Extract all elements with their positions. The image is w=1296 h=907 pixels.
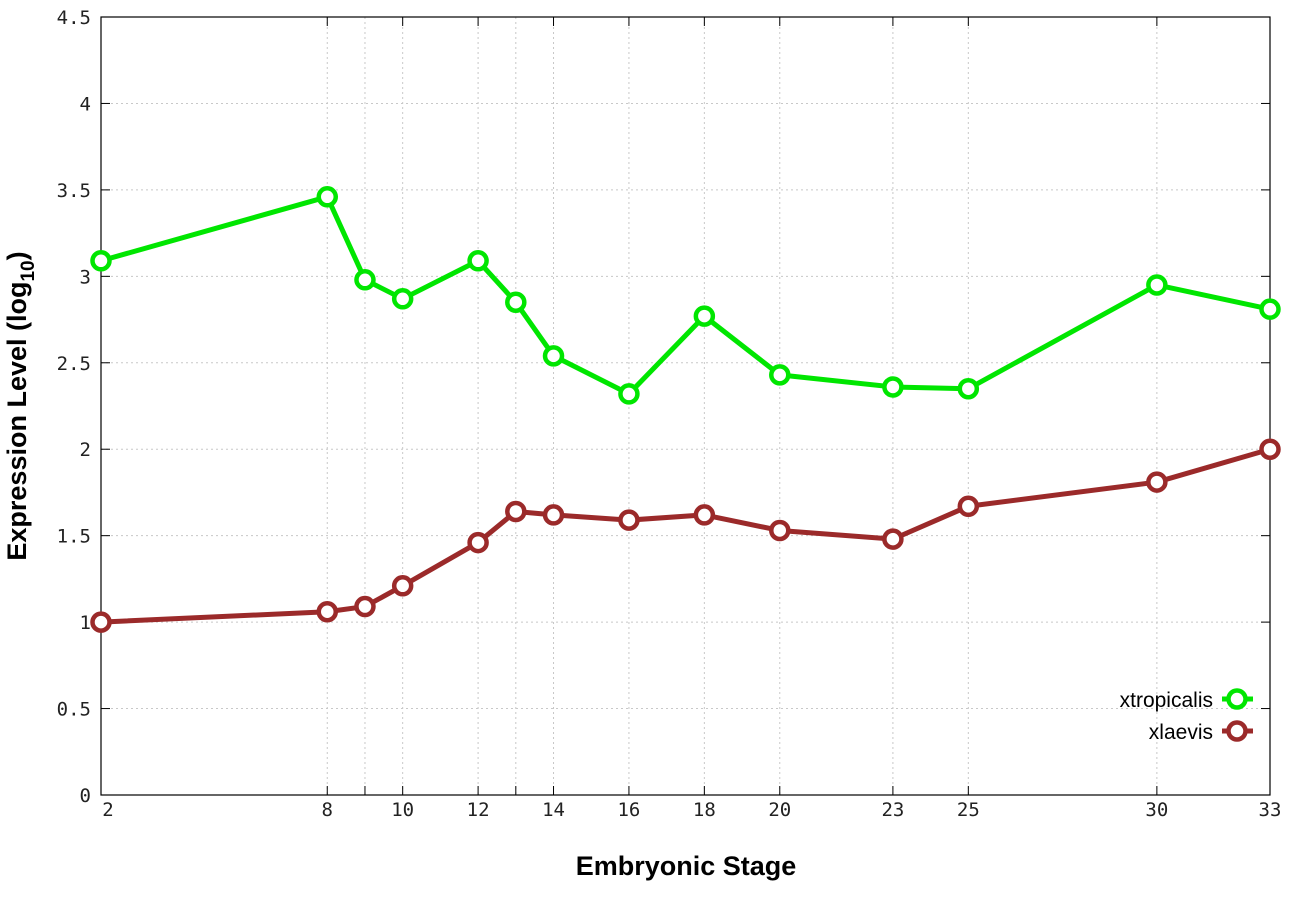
data-point-xlaevis xyxy=(1259,438,1281,460)
data-point-xtropicalis xyxy=(769,364,791,386)
x-tick-label: 20 xyxy=(768,799,791,821)
series-lines xyxy=(90,186,1281,633)
y-tick-label: 0 xyxy=(80,785,91,807)
x-tick-label: 8 xyxy=(322,799,333,821)
data-point-xtropicalis xyxy=(391,288,414,310)
data-point-xlaevis xyxy=(391,575,414,597)
legend-swatch-marker-xlaevis xyxy=(1226,720,1248,742)
x-axis-title: Embryonic Stage xyxy=(576,851,797,881)
y-tick-label: 0.5 xyxy=(57,699,91,721)
data-point-xlaevis xyxy=(1146,471,1168,493)
data-point-xtropicalis xyxy=(618,383,640,405)
data-point-xtropicalis xyxy=(505,291,527,314)
y-tick-label: 2 xyxy=(80,439,91,461)
y-tick-label: 3.5 xyxy=(57,180,91,202)
legend-label-xtropicalis: xtropicalis xyxy=(1120,689,1213,712)
legend-label-xlaevis: xlaevis xyxy=(1149,721,1213,744)
x-tick-label: 25 xyxy=(957,799,980,821)
data-point-xtropicalis xyxy=(882,376,904,398)
data-point-xlaevis xyxy=(957,495,980,518)
data-point-xlaevis xyxy=(769,519,791,542)
data-point-xlaevis xyxy=(505,500,527,523)
x-tick-label: 23 xyxy=(881,799,904,821)
data-point-xtropicalis xyxy=(1259,298,1281,320)
x-tick-label: 10 xyxy=(391,799,414,821)
data-point-xlaevis xyxy=(354,595,376,618)
y-tick-label: 4 xyxy=(80,93,91,115)
data-point-xlaevis xyxy=(693,504,716,526)
y-tick-label: 2.5 xyxy=(57,353,91,375)
axis-ticks: 2 8 10 12 14 16 18 20 23 25 30 33 0 0.5 1 1.5 2 2.5 3 3.5 4 4… xyxy=(57,7,1282,821)
data-point-xtropicalis xyxy=(90,250,112,272)
y-tick-label: 3 xyxy=(80,266,91,288)
data-point-xtropicalis xyxy=(467,250,489,272)
x-tick-label: 16 xyxy=(617,799,640,821)
y-axis-title: Expression Level (log10) xyxy=(2,251,39,560)
data-point-xtropicalis xyxy=(354,269,376,291)
data-point-xtropicalis xyxy=(957,377,980,400)
x-tick-label: 30 xyxy=(1145,799,1168,821)
y-tick-label: 4.5 xyxy=(57,7,91,29)
data-point-xlaevis xyxy=(467,531,489,554)
series-line-xtropicalis xyxy=(100,194,1271,397)
data-point-xtropicalis xyxy=(1146,274,1168,296)
data-point-xlaevis xyxy=(90,611,112,633)
x-tick-label: 2 xyxy=(102,799,113,821)
data-point-xlaevis xyxy=(316,600,339,623)
legend: xtropicalis xlaevis xyxy=(1120,688,1253,744)
x-tick-label: 18 xyxy=(693,799,716,821)
data-point-xtropicalis xyxy=(542,345,565,367)
x-tick-label: 14 xyxy=(542,799,565,821)
y-axis-title-subscript: 10 xyxy=(18,260,39,281)
x-tick-label: 33 xyxy=(1259,799,1282,821)
y-axis-title-main: Expression Level (log xyxy=(2,282,32,561)
legend-swatch-marker-xtropicalis xyxy=(1226,688,1248,710)
data-point-xlaevis xyxy=(882,528,904,550)
data-point-xtropicalis xyxy=(316,186,339,208)
x-tick-label: 12 xyxy=(467,799,490,821)
data-point-xtropicalis xyxy=(693,305,716,327)
y-tick-label: 1.5 xyxy=(57,526,91,548)
y-axis-title-close: ) xyxy=(2,251,32,260)
data-point-xlaevis xyxy=(618,509,640,531)
plot-frame xyxy=(100,16,1271,796)
y-tick-label: 1 xyxy=(80,612,91,634)
grid-lines xyxy=(101,17,1270,795)
data-point-xlaevis xyxy=(542,504,565,526)
